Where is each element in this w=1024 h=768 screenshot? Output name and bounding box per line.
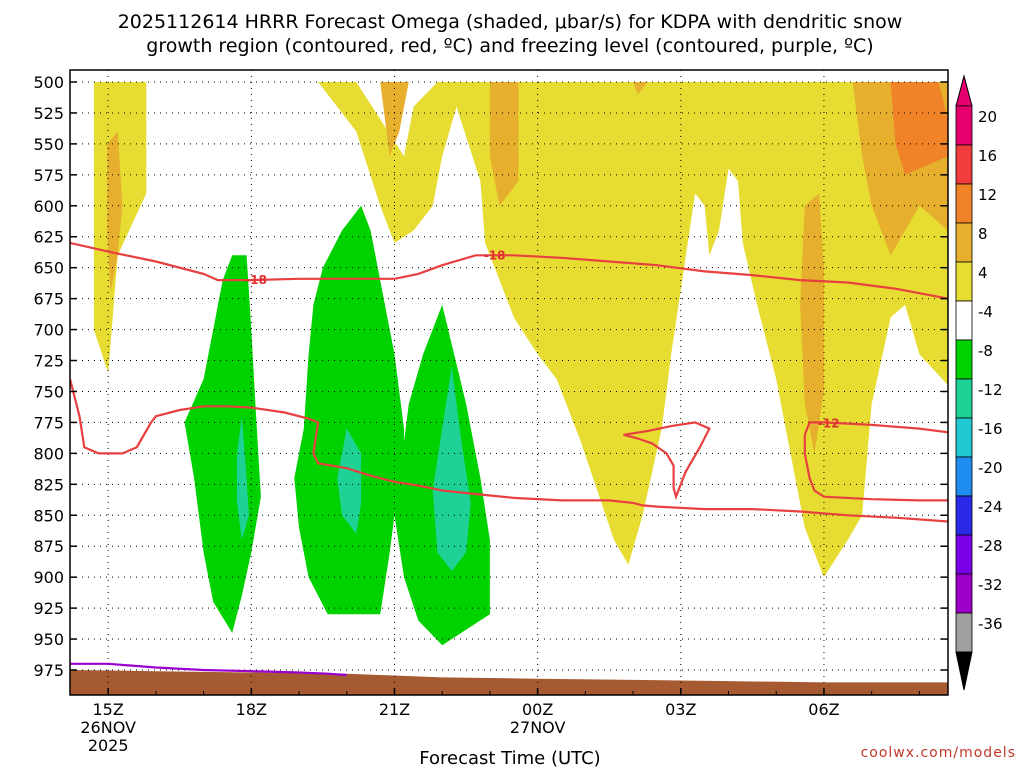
x-tick-date-15: 26NOV: [80, 718, 136, 737]
freezing-level-contour: [70, 662, 347, 677]
x-tick-label-15: 15Z: [93, 700, 124, 719]
colorbar-segment-2: [955, 183, 973, 224]
credit-text: coolwx.com/models: [861, 745, 1016, 761]
y-tick-label-625: 625: [33, 228, 64, 247]
y-tick-label-700: 700: [33, 321, 64, 340]
omega-region-4: [489, 82, 519, 206]
omega-region-6: [800, 193, 824, 454]
colorbar-segment-4: [955, 261, 973, 302]
colorbar-label-7: -12: [978, 381, 1003, 399]
colorbar-segment-3: [955, 222, 973, 263]
dgz-contours: [70, 241, 948, 677]
colorbar-label-3: 8: [978, 225, 988, 243]
dgz-contour-0: [70, 241, 948, 300]
omega-region-12: [237, 416, 249, 540]
dgz-contour-3: [803, 421, 948, 436]
omega-region-9: [184, 255, 261, 633]
y-tick-label-725: 725: [33, 352, 64, 371]
colorbar-label-13: -36: [978, 615, 1003, 633]
y-tick-label-575: 575: [33, 166, 64, 185]
y-tick-label-650: 650: [33, 259, 64, 278]
colorbar: 20 16 12 8 4 -4 -8 -12 -16 -20 -24 -28 -32 -36: [955, 74, 1003, 691]
colorbar-label-10: -24: [978, 498, 1003, 516]
colorbar-segment-11: [955, 534, 973, 575]
y-tick-label-500: 500: [33, 73, 64, 92]
colorbar-segment-10: [955, 495, 973, 536]
colorbar-segment-5: [955, 300, 973, 341]
x-axis-title: Forecast Time (UTC): [419, 748, 600, 768]
x-tick-label-30: 06Z: [808, 700, 839, 719]
x-tick-label-18: 18Z: [236, 700, 267, 719]
colorbar-segment-1: [955, 144, 973, 185]
omega-region-13: [337, 428, 362, 534]
dgz-contour-4: [803, 434, 948, 502]
x-tick-year-15: 2025: [88, 736, 129, 755]
colorbar-label-2: 12: [978, 186, 997, 204]
y-tick-label-900: 900: [33, 568, 64, 587]
omega-region-5: [633, 82, 648, 95]
colorbar-segment-12: [955, 573, 973, 614]
contour-label-1: -18: [484, 248, 506, 262]
colorbar-label-5: -4: [978, 303, 993, 321]
contour-label-0: -18: [245, 273, 267, 287]
y-tick-label-950: 950: [33, 630, 64, 649]
x-tick-label-24: 00Z: [522, 700, 553, 719]
colorbar-label-0: 20: [978, 108, 997, 126]
chart-title-line2: growth region (contoured, red, ºC) and f…: [146, 35, 873, 57]
chart-title-line1: 2025112614 HRRR Forecast Omega (shaded, …: [118, 11, 903, 33]
colorbar-segment-8: [955, 417, 973, 458]
y-tick-label-775: 775: [33, 413, 64, 432]
y-tick-label-875: 875: [33, 537, 64, 556]
x-tick-label-21: 21Z: [379, 700, 410, 719]
omega-region-10: [294, 205, 404, 615]
dgz-contour-1: [70, 378, 948, 523]
colorbar-segment-6: [955, 339, 973, 380]
dgz-contour-2: [623, 421, 711, 501]
contour-labels: -18 -18 -12: [245, 248, 840, 431]
y-tick-label-975: 975: [33, 661, 64, 680]
colorbar-label-11: -28: [978, 537, 1003, 555]
y-axis: 500 525 550 575 600 625 650 675 700 725 750 775 800 8…: [33, 73, 948, 680]
y-tick-label-550: 550: [33, 135, 64, 154]
y-tick-label-675: 675: [33, 290, 64, 309]
colorbar-label-9: -20: [978, 459, 1003, 477]
y-tick-label-800: 800: [33, 444, 64, 463]
colorbar-label-1: 16: [978, 147, 997, 165]
colorbar-label-4: 4: [978, 264, 988, 282]
grid-lines: [70, 70, 948, 695]
y-tick-label-525: 525: [33, 104, 64, 123]
y-tick-label-600: 600: [33, 197, 64, 216]
colorbar-segment-9: [955, 456, 973, 497]
colorbar-extend-low: [955, 651, 973, 691]
colorbar-extend-high: [955, 74, 973, 107]
y-tick-label-925: 925: [33, 599, 64, 618]
colorbar-segment-0: [955, 105, 973, 146]
omega-shading: [70, 82, 948, 695]
colorbar-segment-7: [955, 378, 973, 419]
x-tick-date-24: 27NOV: [510, 718, 566, 737]
colorbar-label-6: -8: [978, 342, 993, 360]
y-tick-label-825: 825: [33, 475, 64, 494]
colorbar-label-8: -16: [978, 420, 1003, 438]
contour-label-2: -12: [818, 417, 840, 431]
omega-region-3: [380, 82, 409, 157]
ground-surface: [70, 670, 948, 695]
omega-region-14: [432, 366, 471, 571]
y-tick-label-850: 850: [33, 506, 64, 525]
omega-region-8: [890, 82, 948, 175]
y-tick-label-750: 750: [33, 382, 64, 401]
plot-frame: [69, 69, 949, 696]
x-tick-label-27: 03Z: [665, 700, 696, 719]
colorbar-label-12: -32: [978, 576, 1003, 594]
colorbar-segment-13: [955, 612, 973, 653]
